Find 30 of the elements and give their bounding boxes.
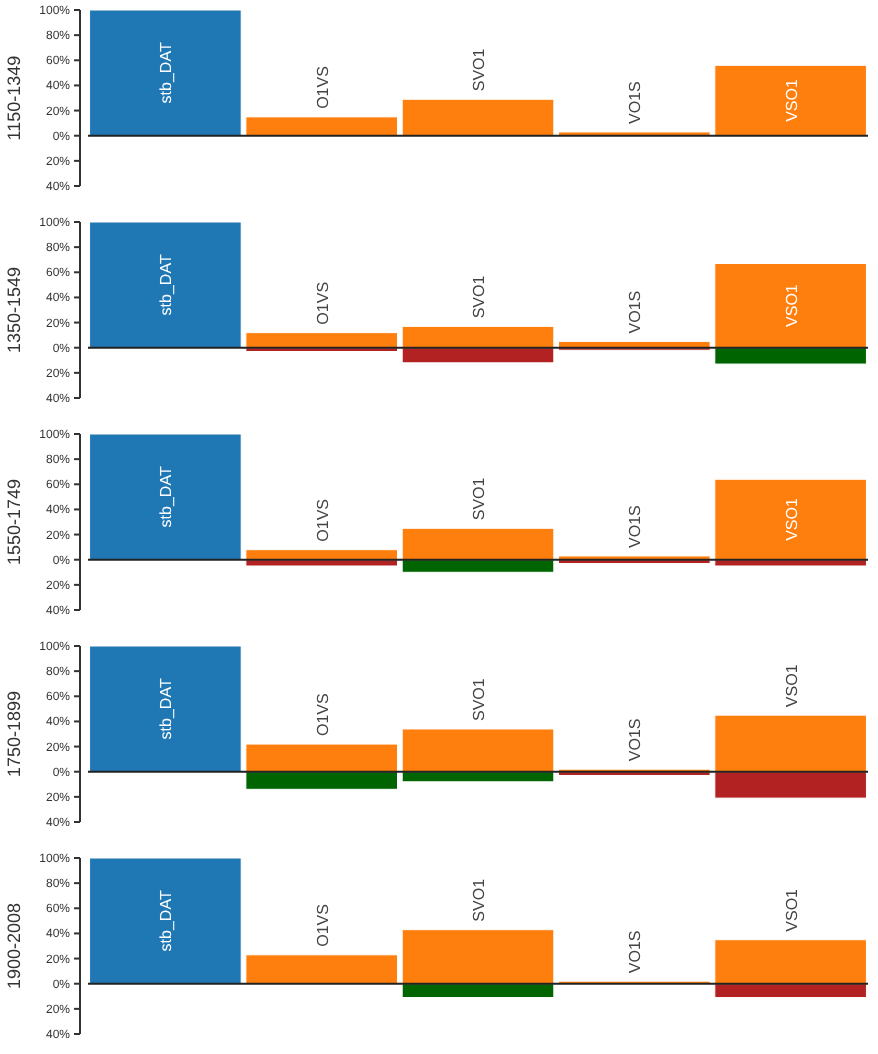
x-tick-label: VO1S bbox=[626, 81, 645, 124]
x-tick-label: stb_DAT bbox=[157, 890, 176, 952]
x-tick-label: O1VS bbox=[313, 498, 332, 542]
x-tick-label: O1VS bbox=[313, 904, 332, 947]
x-tick-label: SVO1 bbox=[470, 274, 488, 319]
x-tick-label: stb_DAT bbox=[157, 466, 176, 528]
x-tick-label: O1VS bbox=[313, 66, 332, 109]
x-tick-label: VSO1 bbox=[782, 887, 801, 932]
x-tick-label: VSO1 bbox=[782, 283, 801, 327]
x-tick-label: SVO1 bbox=[470, 677, 488, 721]
x-tick-label: SVO1 bbox=[470, 476, 488, 521]
x-tick-label: VSO1 bbox=[782, 78, 801, 122]
x-tick-label: SVO1 bbox=[470, 47, 488, 92]
x-tick-label: VSO1 bbox=[782, 497, 801, 541]
x-tick-label: O1VS bbox=[313, 693, 332, 737]
x-tick-label: stb_DAT bbox=[157, 254, 176, 316]
x-tick-label: VO1S bbox=[626, 505, 645, 548]
x-tick-label: VO1S bbox=[626, 718, 645, 762]
x-tick-label: VO1S bbox=[626, 930, 645, 974]
x-tick-label: SVO1 bbox=[470, 877, 488, 922]
y-axis-title: 1750-1899 bbox=[4, 690, 24, 778]
y-axis-title: 1150-1349 bbox=[4, 55, 24, 141]
x-tick-label: VO1S bbox=[626, 290, 645, 334]
y-axis-title: 1550-1749 bbox=[4, 478, 24, 566]
x-tick-label: stb_DAT bbox=[157, 678, 176, 740]
x-tick-label: VSO1 bbox=[782, 663, 801, 708]
x-tick-label: stb_DAT bbox=[157, 42, 176, 104]
x-tick-label: O1VS bbox=[313, 281, 332, 325]
y-axis-title: 1350-1549 bbox=[4, 266, 24, 354]
y-axis-title: 1900-2008 bbox=[4, 902, 24, 990]
